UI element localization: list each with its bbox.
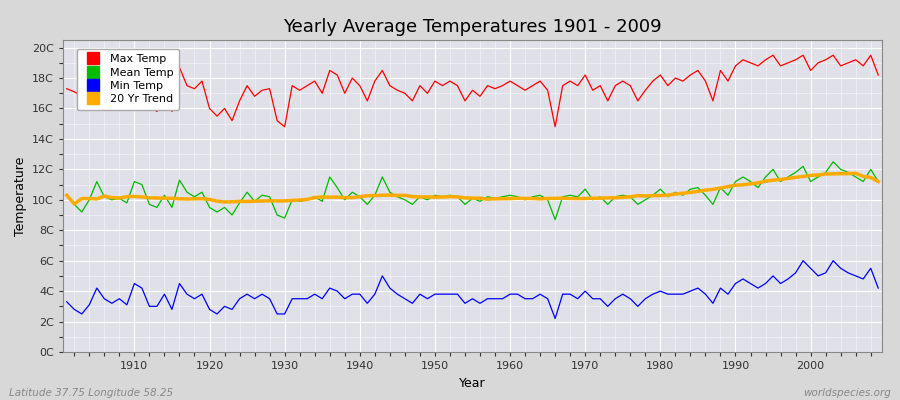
Legend: Max Temp, Mean Temp, Min Temp, 20 Yr Trend: Max Temp, Mean Temp, Min Temp, 20 Yr Tre… (76, 49, 179, 110)
Y-axis label: Temperature: Temperature (14, 156, 26, 236)
X-axis label: Year: Year (459, 376, 486, 390)
Text: worldspecies.org: worldspecies.org (803, 388, 891, 398)
Text: Latitude 37.75 Longitude 58.25: Latitude 37.75 Longitude 58.25 (9, 388, 173, 398)
Title: Yearly Average Temperatures 1901 - 2009: Yearly Average Temperatures 1901 - 2009 (284, 18, 662, 36)
